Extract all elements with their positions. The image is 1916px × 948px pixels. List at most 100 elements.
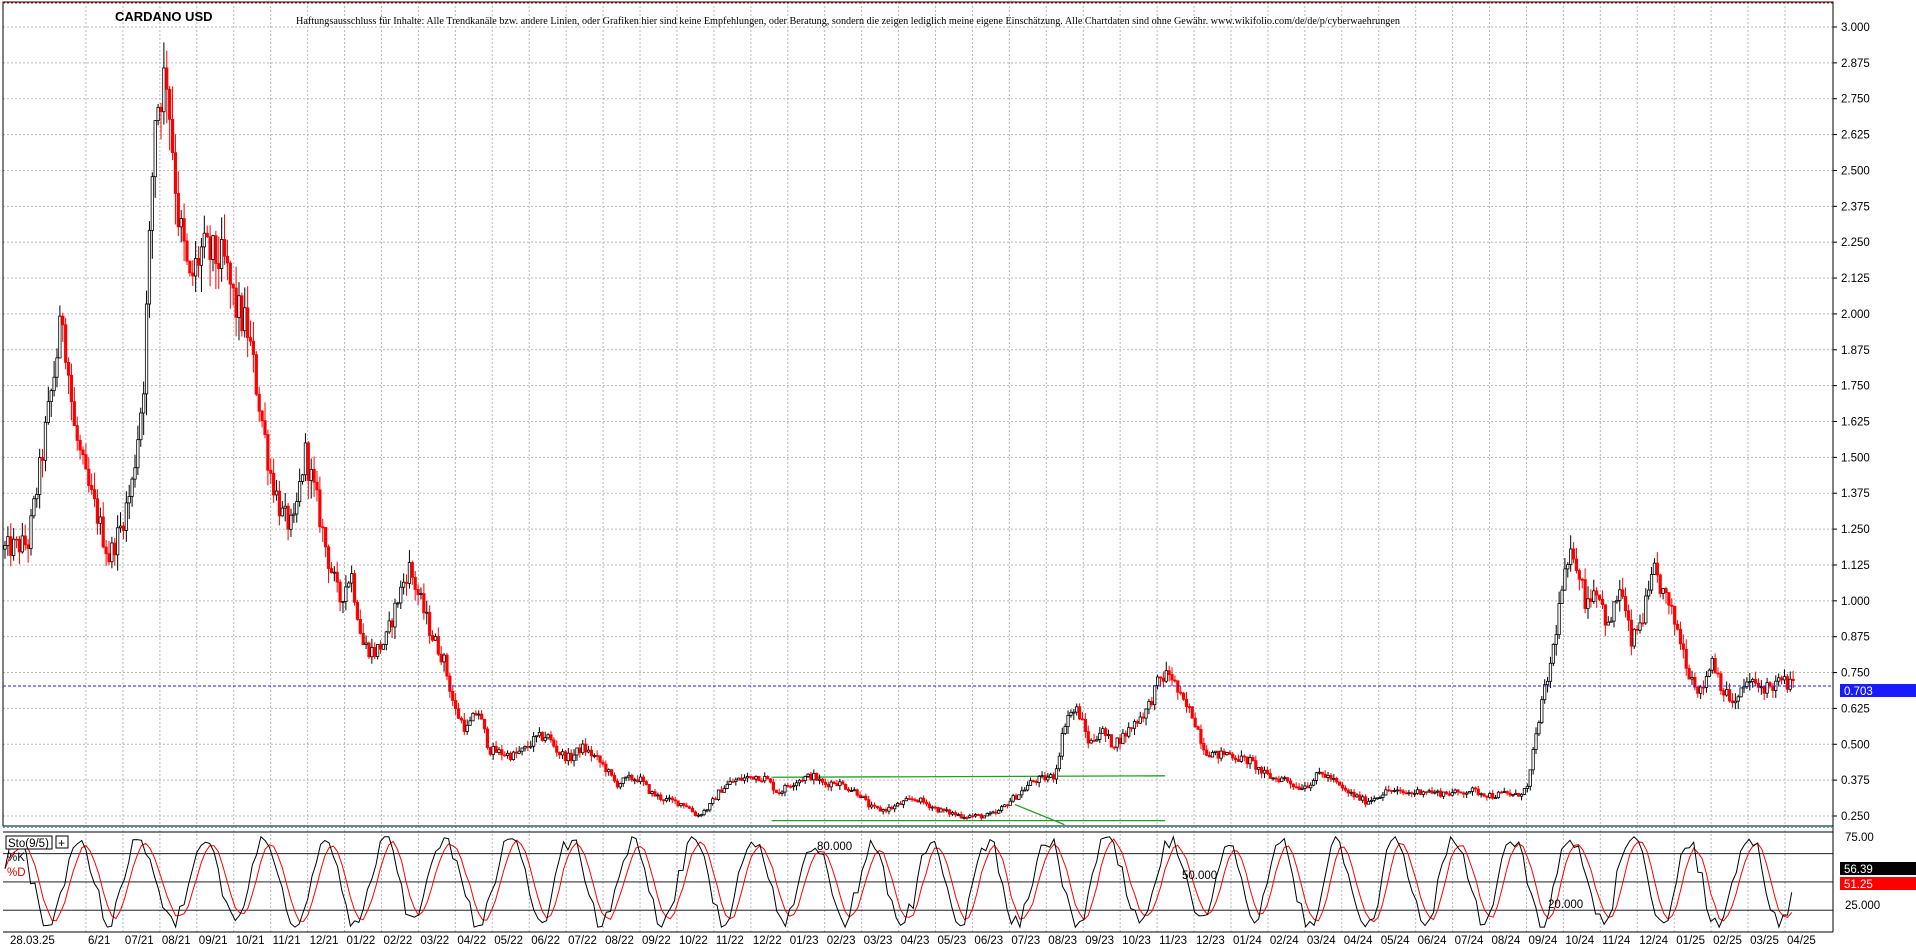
candle-body [370, 647, 374, 658]
candle-body [1005, 804, 1009, 807]
candle-body [477, 713, 481, 716]
candle-body [1687, 667, 1691, 680]
candle-body [1291, 783, 1295, 788]
candle-body [1473, 787, 1477, 790]
y-tick-label: 1.375 [1841, 488, 1870, 500]
candle-body [604, 763, 608, 773]
stochastic-name: Sto(9/5) [8, 838, 49, 850]
candle-body [1580, 578, 1584, 581]
candle-body [1066, 715, 1070, 727]
plus-icon[interactable]: + [58, 836, 65, 850]
candle-body [919, 797, 923, 803]
candle-body [1684, 648, 1688, 669]
candle-body [1785, 676, 1789, 690]
candle-body [1736, 696, 1740, 702]
candle-body [838, 781, 842, 787]
candle-body [662, 799, 666, 802]
candle-body [560, 751, 565, 756]
candle-body [404, 581, 409, 584]
candle-body [506, 752, 510, 756]
candle-body [1288, 780, 1293, 785]
candle-body [1222, 750, 1226, 756]
candle-body [907, 798, 911, 800]
candle-body [46, 401, 50, 423]
candle-body [537, 731, 542, 737]
expand-icon[interactable] [55, 835, 69, 849]
candle-body [1768, 682, 1772, 687]
candle-body [913, 799, 917, 802]
candle-body [1447, 793, 1451, 796]
candle-body [1779, 677, 1784, 681]
candle-body [165, 67, 169, 90]
candle-body [208, 236, 212, 260]
x-tick-label: 02/23 [827, 935, 856, 947]
candle-body [1387, 789, 1391, 792]
candle-body [1421, 791, 1425, 795]
y-tick-label: 0.625 [1841, 703, 1870, 715]
candle-body [1103, 728, 1108, 736]
candle-body [552, 739, 556, 747]
candle-body [1595, 590, 1599, 596]
candle-body [1268, 773, 1272, 779]
last-price-value: 0.703 [1844, 686, 1873, 698]
x-tick-label: 10/24 [1565, 935, 1594, 947]
candle-body [263, 420, 267, 435]
candle-body [329, 568, 334, 574]
candle-body [543, 737, 547, 741]
x-tick-label: 02/22 [383, 935, 412, 947]
d-label: %D [7, 867, 26, 879]
candle-body [890, 806, 894, 810]
y-tick-label: 2.000 [1841, 309, 1870, 321]
candle-body [1080, 718, 1085, 721]
candle-body [280, 507, 284, 517]
candle-body [994, 811, 998, 814]
candle-body [399, 586, 403, 604]
candle-body [1696, 686, 1700, 694]
candle-body [1363, 796, 1368, 805]
candle-body [384, 631, 388, 645]
candle-body [1161, 677, 1165, 682]
candle-body [482, 718, 487, 730]
x-tick-label: 11/24 [1602, 935, 1631, 947]
candle-body [214, 235, 218, 264]
candle-body [176, 193, 180, 228]
candle-body [607, 769, 611, 773]
candle-body [1147, 701, 1151, 710]
x-tick-label: 07/23 [1011, 935, 1040, 947]
candle-body [1632, 628, 1636, 647]
candle-body [780, 791, 784, 794]
candle-body [95, 498, 100, 524]
candle-body [225, 255, 230, 264]
candle-body [1236, 759, 1241, 762]
candle-body [968, 815, 972, 818]
candle-body [378, 644, 383, 650]
candle-body [1739, 687, 1743, 698]
y-tick-label: 2.750 [1841, 94, 1870, 106]
candle-body [1000, 806, 1004, 811]
x-tick-label: 01/23 [790, 935, 819, 947]
candle-body [182, 218, 186, 242]
candle-body [647, 784, 651, 794]
x-tick-label: 04/22 [457, 935, 486, 947]
y-tick-label: 2.625 [1841, 130, 1870, 142]
candle-body [1283, 777, 1287, 780]
candle-body [283, 505, 287, 509]
candle-body [81, 449, 85, 456]
candle-body [953, 812, 957, 816]
candle-body [188, 260, 192, 274]
candle-body [1762, 686, 1766, 694]
candle-body [1577, 570, 1581, 580]
candle-body [682, 803, 686, 807]
x-tick-label: 28.03.25 [10, 935, 55, 947]
candle-body [1410, 792, 1414, 795]
candle-body [1314, 772, 1319, 781]
candle-body [1329, 774, 1333, 780]
x-tick-label: 01/25 [1676, 935, 1705, 947]
candle-body [1560, 589, 1564, 605]
candle-body [480, 713, 484, 720]
stoch-level-20: 20.000 [1548, 899, 1583, 911]
candle-body [26, 544, 30, 549]
candle-body [1124, 732, 1128, 737]
candle-body [1699, 686, 1703, 694]
candle-body [352, 573, 357, 603]
